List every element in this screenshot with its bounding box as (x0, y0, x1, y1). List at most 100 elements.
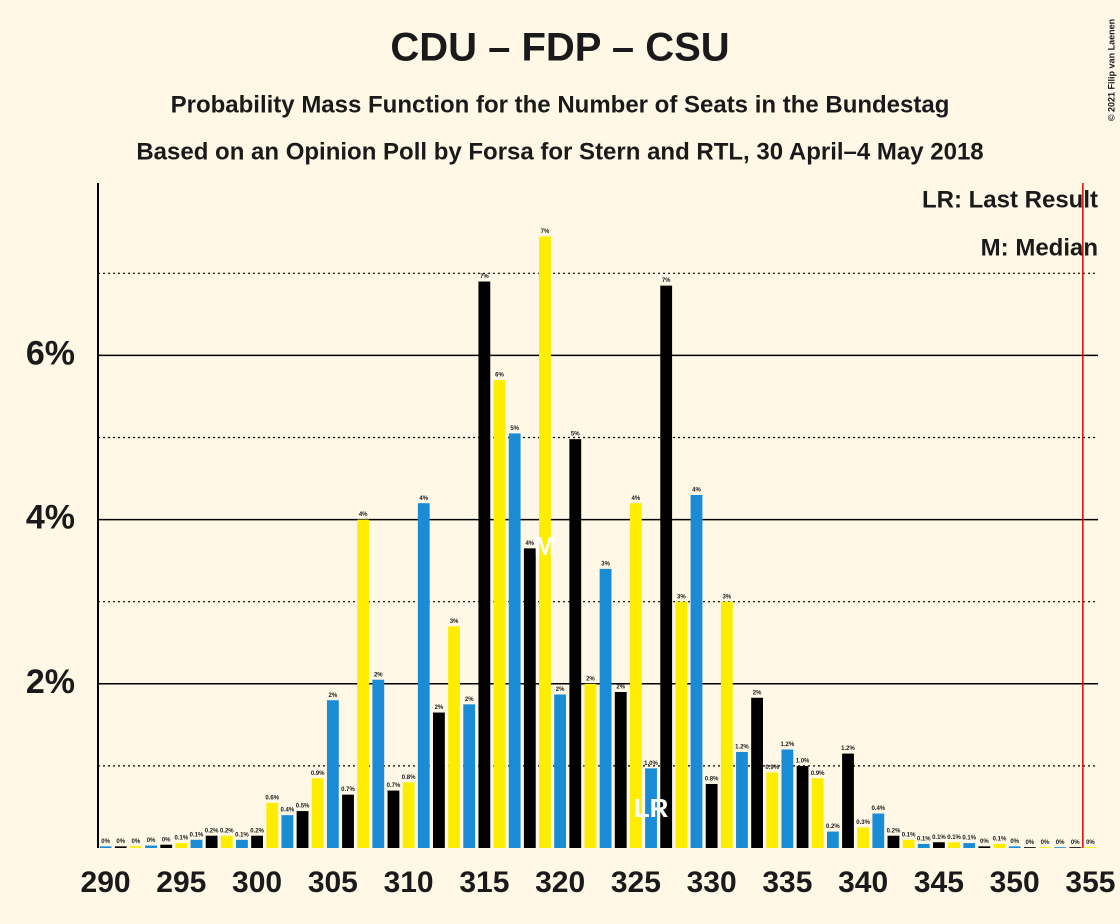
value-label: 0.6% (265, 795, 279, 801)
value-label: 0.7% (387, 783, 401, 789)
bar (872, 813, 885, 848)
value-label: 7% (541, 229, 550, 235)
value-label: 3% (450, 619, 459, 625)
x-tick-label: 340 (838, 866, 888, 899)
chart-subtitle: Probability Mass Function for the Number… (171, 91, 950, 118)
value-label: 0.1% (190, 832, 204, 838)
value-label: 2% (329, 693, 338, 699)
x-tick-label: 335 (762, 866, 812, 899)
x-tick-label: 345 (914, 866, 964, 899)
x-tick-label: 320 (535, 866, 585, 899)
x-tick-label: 350 (990, 866, 1040, 899)
value-label: 1.2% (841, 746, 855, 752)
value-label: 3% (722, 594, 731, 600)
bar (993, 843, 1006, 848)
bar (933, 842, 945, 848)
bar (493, 380, 506, 848)
value-label: 0.4% (281, 808, 295, 814)
chart-title: CDU – FDP – CSU (390, 26, 729, 70)
bar (826, 831, 839, 848)
value-label: 1.2% (735, 745, 749, 751)
bar (690, 494, 703, 848)
value-label: 0.2% (250, 828, 264, 834)
x-tick-label: 295 (156, 866, 206, 899)
x-tick-label: 315 (459, 866, 509, 899)
bar (781, 749, 794, 848)
bar (766, 772, 779, 848)
bar (736, 751, 748, 848)
value-label: 2% (753, 690, 762, 696)
bar (433, 712, 445, 848)
value-label: 0.5% (296, 804, 310, 810)
value-label: 0.9% (765, 765, 779, 771)
value-label: 0.1% (917, 836, 931, 842)
value-label: 2% (465, 697, 474, 703)
value-label: 0.2% (887, 828, 901, 834)
bar (1023, 847, 1036, 848)
value-label: 0% (1071, 840, 1080, 846)
value-label: 1.0% (796, 758, 810, 764)
bar (145, 845, 157, 848)
bar (811, 778, 824, 848)
bar (978, 846, 991, 848)
value-label: 0% (101, 839, 110, 845)
value-label: 0% (1041, 840, 1050, 846)
value-label: 7% (662, 278, 671, 284)
value-label: 2% (616, 685, 625, 691)
value-label: 5% (571, 432, 580, 438)
bar (1039, 847, 1051, 848)
bar (508, 433, 521, 848)
bar (554, 694, 567, 848)
bar (311, 778, 324, 848)
bar (675, 601, 688, 848)
bar (417, 503, 430, 848)
bar (584, 683, 597, 848)
bar (720, 601, 733, 848)
bar (387, 790, 400, 848)
value-label: 0.9% (811, 771, 825, 777)
bar (342, 794, 354, 848)
value-label: 4% (632, 496, 641, 502)
bar (99, 846, 112, 848)
x-tick-label: 330 (687, 866, 737, 899)
bar (205, 835, 218, 848)
bar (160, 844, 173, 848)
bar (478, 281, 491, 848)
bar (463, 704, 476, 848)
bar (751, 697, 763, 848)
bar (1084, 847, 1097, 848)
value-label: 0% (1086, 840, 1095, 846)
value-label: 0.4% (871, 806, 885, 812)
bar (660, 285, 673, 849)
bar (236, 839, 248, 848)
bar (539, 236, 551, 848)
value-label: 0% (162, 837, 171, 843)
value-label: 2% (374, 672, 383, 678)
value-label: 2% (435, 705, 444, 711)
bar (857, 827, 870, 848)
value-label: 0% (147, 838, 156, 844)
bar (948, 842, 960, 848)
value-label: 5% (510, 426, 519, 432)
value-label: 2% (586, 676, 595, 682)
bar (569, 439, 582, 848)
bar (614, 692, 627, 848)
value-label: 0% (1010, 839, 1019, 845)
value-label: 3% (601, 561, 610, 567)
value-label: 0% (1056, 840, 1065, 846)
bar (326, 700, 339, 848)
annotation: LR (634, 793, 669, 823)
bar (1008, 846, 1021, 848)
bar (796, 765, 809, 848)
x-tick-label: 300 (232, 866, 282, 899)
value-label: 0.7% (341, 787, 355, 793)
bar (114, 846, 127, 848)
y-tick-label: 2% (26, 663, 75, 701)
bar (175, 843, 188, 848)
bar (842, 753, 854, 848)
bar (887, 835, 900, 848)
bar (281, 815, 294, 848)
bar (129, 846, 142, 848)
x-tick-label: 305 (308, 866, 358, 899)
bar (296, 811, 309, 848)
